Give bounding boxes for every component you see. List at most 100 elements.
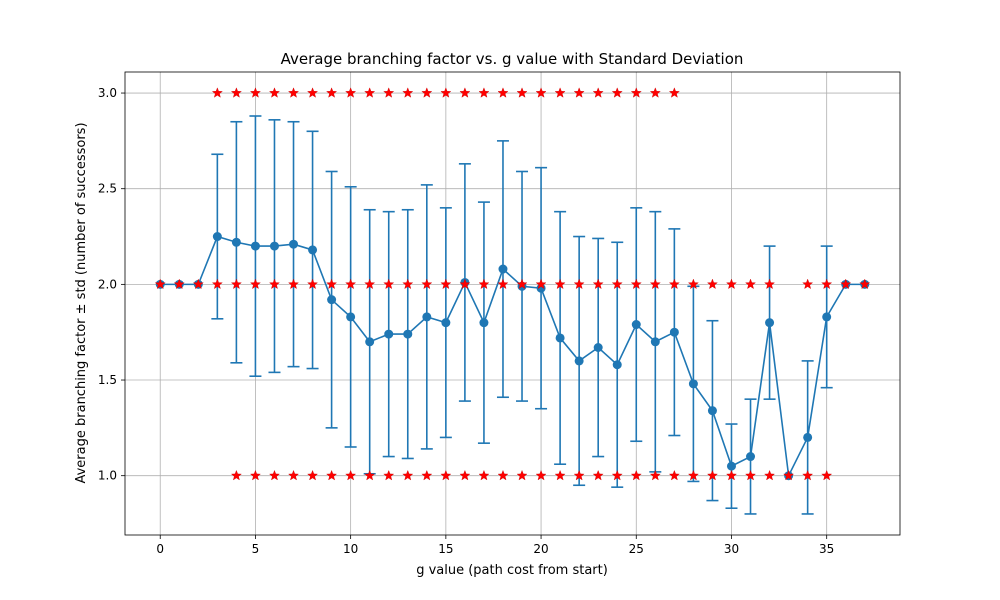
star-marker bbox=[535, 469, 547, 481]
star-marker bbox=[687, 278, 699, 290]
star-marker bbox=[364, 278, 376, 290]
x-axis-label: g value (path cost from start) bbox=[416, 563, 608, 578]
star-marker bbox=[573, 87, 585, 98]
mean-point-layer bbox=[155, 232, 870, 481]
star-marker bbox=[516, 87, 528, 98]
star-marker bbox=[326, 278, 338, 290]
x-tick-label: 20 bbox=[533, 542, 548, 556]
star-marker bbox=[230, 87, 242, 98]
star-marker bbox=[211, 87, 223, 98]
star-marker bbox=[402, 278, 414, 290]
star-marker bbox=[440, 469, 452, 481]
star-marker bbox=[383, 87, 395, 98]
star-marker bbox=[516, 469, 528, 481]
star-marker bbox=[573, 469, 585, 481]
star-marker bbox=[554, 87, 566, 98]
star-marker bbox=[535, 87, 547, 98]
x-tick-label: 5 bbox=[252, 542, 260, 556]
star-marker bbox=[326, 87, 338, 98]
mean-point bbox=[555, 333, 565, 343]
star-marker bbox=[592, 278, 604, 290]
star-marker bbox=[402, 87, 414, 98]
star-marker bbox=[421, 469, 433, 481]
star-marker bbox=[668, 87, 680, 98]
mean-point bbox=[289, 239, 299, 249]
star-marker bbox=[421, 87, 433, 98]
x-tick-label: 15 bbox=[438, 542, 453, 556]
star-marker bbox=[497, 469, 509, 481]
star-marker bbox=[268, 469, 280, 481]
mean-point bbox=[822, 312, 832, 322]
star-marker bbox=[630, 87, 642, 98]
star-marker bbox=[745, 278, 757, 290]
mean-point bbox=[384, 329, 394, 339]
star-marker bbox=[192, 278, 204, 290]
star-marker bbox=[668, 469, 680, 481]
mean-point bbox=[250, 241, 260, 251]
star-marker bbox=[211, 278, 223, 290]
star-marker bbox=[706, 278, 718, 290]
mean-point bbox=[631, 320, 641, 330]
star-marker bbox=[421, 278, 433, 290]
mean-point bbox=[498, 264, 508, 274]
series-line-layer bbox=[160, 235, 865, 479]
star-marker bbox=[649, 87, 661, 98]
star-marker bbox=[764, 469, 776, 481]
star-marker bbox=[440, 87, 452, 98]
star-marker bbox=[745, 469, 757, 481]
mean-point bbox=[574, 356, 584, 366]
star-marker bbox=[249, 469, 261, 481]
mean-point bbox=[403, 329, 413, 339]
y-axis-label: Average branching factor ± std (number o… bbox=[74, 122, 89, 483]
star-marker bbox=[611, 278, 623, 290]
star-marker bbox=[649, 278, 661, 290]
star-marker bbox=[249, 87, 261, 98]
mean-point bbox=[231, 237, 241, 247]
star-marker bbox=[364, 87, 376, 98]
star-marker bbox=[345, 87, 357, 98]
star-marker bbox=[307, 87, 319, 98]
y-tick-label: 1.5 bbox=[98, 373, 117, 387]
star-marker bbox=[268, 278, 280, 290]
star-marker bbox=[288, 278, 300, 290]
star-marker bbox=[497, 278, 509, 290]
star-marker bbox=[288, 469, 300, 481]
mean-point bbox=[593, 343, 603, 353]
mean-point bbox=[688, 379, 698, 389]
star-marker bbox=[459, 87, 471, 98]
star-marker bbox=[611, 469, 623, 481]
star-marker bbox=[725, 469, 737, 481]
star-marker bbox=[383, 278, 395, 290]
star-marker bbox=[554, 469, 566, 481]
mean-point bbox=[669, 327, 679, 337]
mean-point bbox=[765, 318, 775, 328]
star-marker bbox=[288, 87, 300, 98]
x-tick-label: 10 bbox=[343, 542, 358, 556]
x-tick-label: 35 bbox=[819, 542, 834, 556]
star-marker bbox=[230, 278, 242, 290]
star-marker bbox=[516, 278, 528, 290]
star-marker bbox=[783, 469, 795, 481]
star-marker bbox=[592, 87, 604, 98]
mean-point bbox=[746, 452, 756, 462]
star-marker bbox=[859, 278, 871, 290]
mean-point bbox=[327, 295, 337, 305]
star-marker bbox=[307, 278, 319, 290]
errorbar-layer bbox=[211, 115, 833, 515]
star-marker bbox=[497, 87, 509, 98]
mean-point bbox=[803, 432, 813, 442]
star-marker bbox=[459, 469, 471, 481]
star-marker bbox=[478, 278, 490, 290]
tick-layer: 0 5 10 15 20 25 30 35 1.0 1.5 2.0 2.5 3.0 bbox=[98, 86, 834, 556]
star-marker-layer bbox=[154, 87, 871, 481]
star-marker bbox=[630, 469, 642, 481]
star-marker bbox=[573, 278, 585, 290]
star-marker bbox=[364, 469, 376, 481]
star-marker bbox=[802, 469, 814, 481]
mean-point bbox=[612, 360, 622, 370]
x-tick-label: 25 bbox=[629, 542, 644, 556]
chart-title: Average branching factor vs. g value wit… bbox=[281, 50, 744, 68]
star-marker bbox=[154, 278, 166, 290]
